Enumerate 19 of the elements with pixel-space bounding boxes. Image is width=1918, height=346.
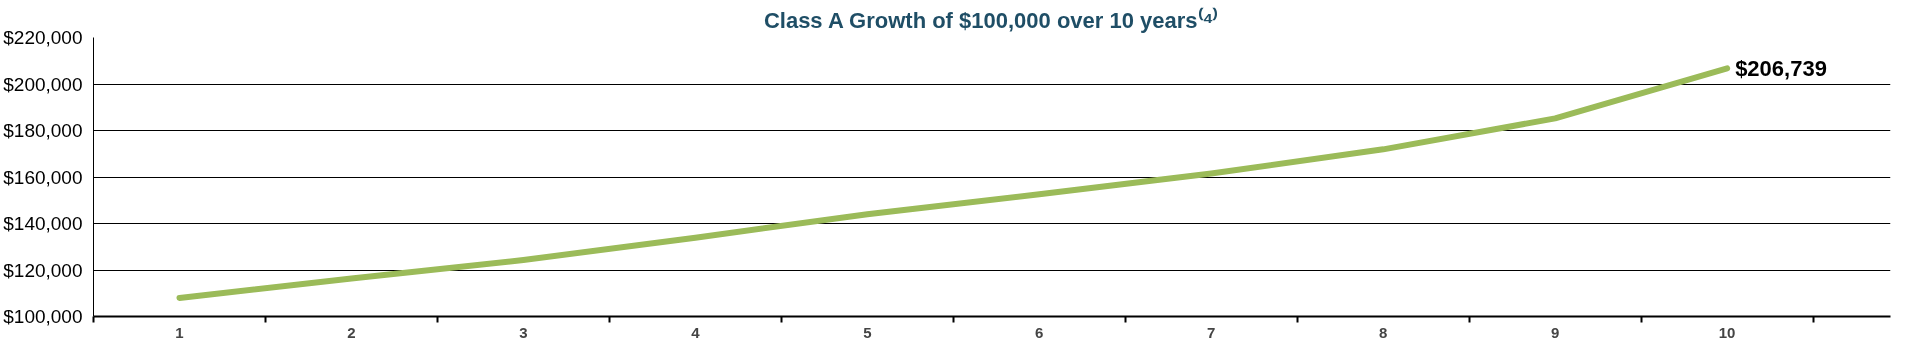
x-tick-label: 7 (1207, 323, 1216, 341)
data-label: $206,739 (1735, 55, 1827, 81)
x-tick-label: 1 (175, 323, 184, 341)
x-tick-label: 5 (863, 323, 872, 341)
y-tick-label: $140,000 (3, 213, 83, 234)
y-tick-label: $200,000 (3, 73, 83, 95)
y-tick-label: $160,000 (3, 166, 83, 188)
x-tick-label: 6 (1035, 323, 1044, 341)
x-tick-label: 2 (347, 323, 356, 341)
x-tick-label: 4 (691, 323, 701, 341)
x-tick-label: 3 (519, 323, 528, 341)
chart-title: Class A Growth of $100,000 over 10 years⁽⁴⁾ (763, 6, 1219, 33)
x-tick-label: 9 (1551, 323, 1560, 341)
x-tick-label: 8 (1379, 323, 1388, 341)
x-tick-label: 10 (1718, 323, 1736, 341)
y-tick-label: $180,000 (3, 120, 83, 141)
y-tick-label: $220,000 (3, 27, 83, 48)
y-tick-label: $120,000 (3, 259, 83, 281)
y-tick-label: $100,000 (3, 306, 83, 327)
